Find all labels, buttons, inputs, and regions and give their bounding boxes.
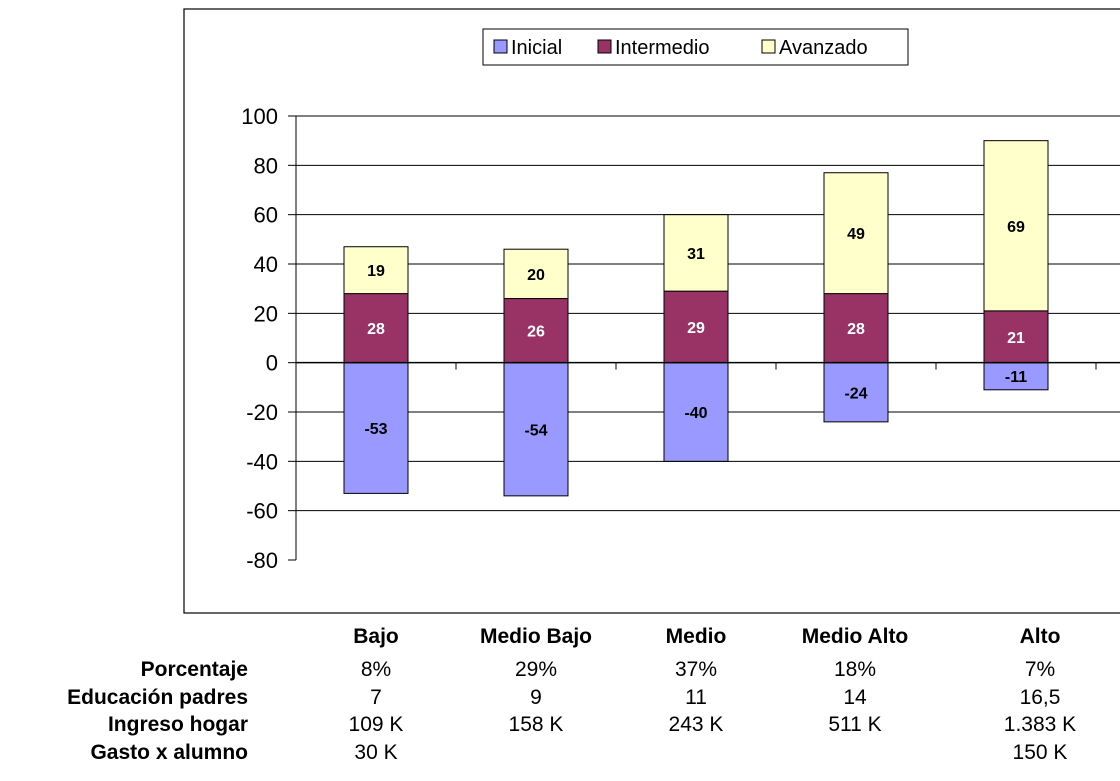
data-table: Bajo Medio Bajo Medio Medio Alto Alto Porcent… <box>0 618 1120 781</box>
category-label: Medio <box>665 625 727 648</box>
bar-avanzado-0 <box>343 246 409 295</box>
table-cell: 37% <box>674 658 718 681</box>
category-label: Medio Bajo <box>479 625 593 648</box>
legend-swatch-inicial <box>493 39 508 54</box>
legend-label-avanzado: Avanzado <box>779 37 868 59</box>
category-label: Alto <box>1019 625 1061 648</box>
y-tick-label: 0 <box>266 351 278 376</box>
table-row-label: Educación padres <box>67 686 248 709</box>
y-tick-label: 80 <box>254 153 278 178</box>
table-cell: 9 <box>530 686 542 709</box>
axes: 100 80 60 40 20 0 -20 -40 -60 -80 <box>241 104 1120 573</box>
table-cell: 29% <box>514 658 558 681</box>
legend-label-intermedio: Intermedio <box>615 37 710 59</box>
y-tick-label: 40 <box>254 252 278 277</box>
plot-frame <box>183 8 1120 614</box>
data-label: 20 <box>527 267 545 284</box>
data-label: 26 <box>527 324 545 341</box>
table-cell: 243 K <box>668 713 724 736</box>
legend-swatch-intermedio <box>597 39 612 54</box>
table-row-label: Gasto x alumno <box>90 741 248 764</box>
table-cell: 11 <box>685 686 707 709</box>
table-cell: 7 <box>370 686 382 709</box>
table-row-label: Porcentaje <box>140 658 248 681</box>
table-row-label: Ingreso hogar <box>107 713 248 736</box>
table-cell: 1.383 K <box>1003 713 1077 736</box>
y-tick-label: 60 <box>254 203 278 228</box>
data-label: 19 <box>367 263 385 280</box>
legend-box <box>482 28 909 66</box>
table-cell: 18% <box>833 658 877 681</box>
data-label: 28 <box>847 321 865 338</box>
table-cell: 8% <box>360 658 392 681</box>
table-cell: 30 K <box>354 741 398 764</box>
legend-label-inicial: Inicial <box>511 37 562 59</box>
data-label: 69 <box>1007 219 1025 236</box>
table-cell: 16,5 <box>1019 686 1061 709</box>
y-tick-label: -40 <box>246 449 278 474</box>
bar-inicial-0 <box>343 362 409 494</box>
table-cell: 511 K <box>828 713 882 736</box>
bar-avanzado-3 <box>823 172 889 295</box>
data-label: -40 <box>684 405 707 422</box>
data-label: 21 <box>1007 330 1025 347</box>
bar-intermedio-1 <box>503 298 569 364</box>
data-label: -11 <box>1005 369 1027 386</box>
y-tick-label: -60 <box>246 499 278 524</box>
data-label: -54 <box>524 422 547 439</box>
data-label: 31 <box>687 246 705 263</box>
data-label: 49 <box>847 226 865 243</box>
table-cell: 158 K <box>508 713 564 736</box>
data-label: 29 <box>687 320 705 337</box>
table-cell: 150 K <box>1012 741 1068 764</box>
data-label: -53 <box>364 421 387 438</box>
bars <box>343 140 1049 497</box>
legend-swatch-avanzado <box>761 39 776 54</box>
data-label: -24 <box>844 385 867 402</box>
data-labels: -53 28 19 -54 26 20 -40 29 31 -24 28 49 -11 21 69 <box>364 219 1027 440</box>
category-label: Bajo <box>353 625 399 648</box>
bar-avanzado-1 <box>503 248 569 300</box>
legend: Inicial Intermedio Avanzado <box>482 28 909 66</box>
table-cell: 109 K <box>348 713 404 736</box>
y-tick-label: -20 <box>246 400 278 425</box>
bar-inicial-3 <box>823 362 889 423</box>
table-cell: 14 <box>843 686 867 709</box>
y-tick-label: 20 <box>254 301 278 326</box>
y-tick-label: 100 <box>241 104 278 129</box>
data-label: 28 <box>367 321 385 338</box>
bar-intermedio-2 <box>663 290 729 364</box>
bar-inicial-4 <box>983 362 1049 391</box>
category-label: Medio Alto <box>801 625 909 648</box>
bar-intermedio-3 <box>823 293 889 364</box>
table-cell: 7% <box>1024 658 1056 681</box>
bar-inicial-1 <box>503 362 569 497</box>
bar-avanzado-4 <box>983 140 1049 312</box>
bar-intermedio-0 <box>343 293 409 364</box>
bar-avanzado-2 <box>663 214 729 292</box>
y-tick-label: -80 <box>246 548 278 573</box>
